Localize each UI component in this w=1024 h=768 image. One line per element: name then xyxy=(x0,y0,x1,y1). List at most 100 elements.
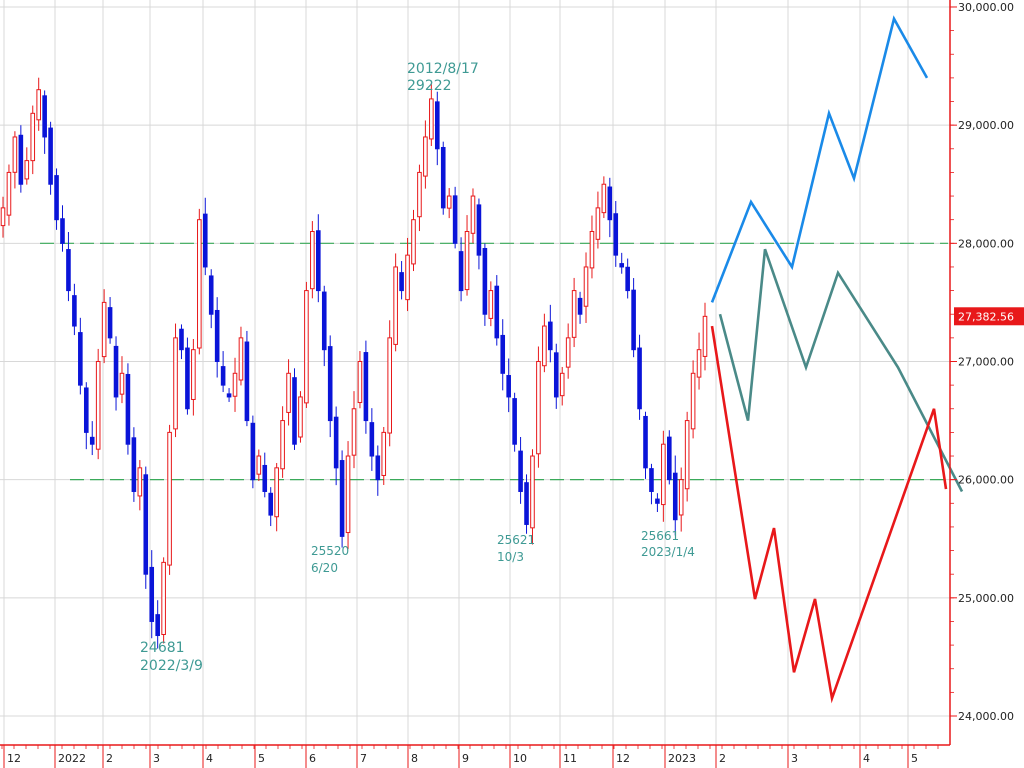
candle-body xyxy=(476,204,482,256)
candle-body xyxy=(357,360,363,404)
candle-body xyxy=(280,420,285,470)
candle-body xyxy=(107,307,113,339)
candle-body xyxy=(42,95,47,138)
y-tick-label: 25,000.00 xyxy=(958,592,1014,605)
candle-body xyxy=(155,614,160,637)
scenario-bull-line xyxy=(710,15,929,303)
candle-body xyxy=(542,325,547,367)
x-tick-label: 2023 xyxy=(668,752,696,765)
candle-body xyxy=(72,295,77,327)
candle-body xyxy=(339,460,345,537)
candle-body xyxy=(214,309,220,362)
x-tick-label: 4 xyxy=(863,752,870,765)
candle-body xyxy=(393,266,398,345)
y-tick-label: 26,000.00 xyxy=(958,474,1014,487)
y-tick-label: 27,000.00 xyxy=(958,355,1014,368)
candle-body xyxy=(101,301,107,358)
candle-body xyxy=(423,136,428,177)
scenario-neutral-line xyxy=(718,248,964,493)
candle-body xyxy=(36,89,41,121)
candle-body xyxy=(518,450,523,492)
candle-body xyxy=(429,98,434,140)
x-tick-label: 3 xyxy=(791,752,798,765)
candle-body xyxy=(411,219,416,265)
candle-body xyxy=(678,479,684,516)
candle-body xyxy=(208,275,214,315)
candle-body xyxy=(506,375,511,398)
candle-body xyxy=(256,455,262,475)
candle-body xyxy=(619,263,625,268)
candle-body xyxy=(0,207,6,227)
x-tick-label: 7 xyxy=(360,752,367,765)
candle-body xyxy=(536,360,541,455)
candle-body xyxy=(595,207,601,240)
candle-body xyxy=(548,321,553,351)
annotation-label: 25621 xyxy=(497,533,535,547)
x-tick-label: 12 xyxy=(7,752,21,765)
candle-body xyxy=(434,101,440,150)
candle-body xyxy=(316,230,321,292)
candle-body xyxy=(672,472,678,521)
candle-body xyxy=(488,290,494,319)
candle-body xyxy=(631,289,636,351)
candle-body xyxy=(292,377,297,445)
candle-body xyxy=(494,285,500,339)
y-tick-label: 24,000.00 xyxy=(958,710,1014,723)
candle-body xyxy=(250,422,256,481)
annotation-label: 2012/8/17 xyxy=(407,61,479,77)
candle-body xyxy=(161,561,166,635)
candle-body xyxy=(6,171,12,216)
current-price-label: 27,382.56 xyxy=(958,310,1014,323)
candle-body xyxy=(649,468,654,492)
candle-body xyxy=(637,347,642,410)
candle-body xyxy=(440,146,446,209)
x-tick-label: 4 xyxy=(206,752,213,765)
candle-body xyxy=(369,422,375,457)
candle-body xyxy=(54,175,59,221)
annotation-label: 6/20 xyxy=(311,561,338,575)
candle-body xyxy=(387,337,392,434)
candle-body xyxy=(655,498,660,504)
x-tick-label: 11 xyxy=(563,752,577,765)
x-tick-label: 10 xyxy=(513,752,527,765)
scenario-bear-line xyxy=(710,325,948,704)
x-tick-label: 2022 xyxy=(58,752,86,765)
x-tick-label: 8 xyxy=(411,752,418,765)
candle-body xyxy=(446,195,452,209)
candle-body xyxy=(298,396,303,438)
candle-body xyxy=(321,291,327,351)
candle-body xyxy=(286,372,291,413)
candle-body xyxy=(83,387,89,433)
candle-body xyxy=(327,346,333,422)
annotation-label: 25520 xyxy=(311,544,349,558)
candle-body xyxy=(643,415,648,469)
candle-body xyxy=(500,334,506,374)
scenario-lines xyxy=(710,15,964,704)
candle-body xyxy=(583,266,589,307)
candle-body xyxy=(381,431,387,476)
candle-body xyxy=(60,218,65,244)
candle-body xyxy=(137,467,143,497)
x-tick-label: 6 xyxy=(309,752,316,765)
candle-body xyxy=(565,337,571,368)
x-tick-label: 2 xyxy=(719,752,726,765)
candle-body xyxy=(238,337,244,381)
candle-body xyxy=(149,566,155,622)
annotation-label: 29222 xyxy=(407,78,452,94)
candle-body xyxy=(48,127,53,185)
candle-body xyxy=(244,341,250,422)
current-price-box: 27,382.56 xyxy=(954,307,1024,326)
candle-body xyxy=(143,474,149,575)
candle-body xyxy=(179,328,184,351)
y-tick-label: 28,000.00 xyxy=(958,237,1014,250)
candle-body xyxy=(95,360,101,450)
candle-body xyxy=(470,195,476,234)
candle-body xyxy=(417,171,422,218)
candles xyxy=(0,77,708,649)
candle-body xyxy=(268,492,274,516)
x-tick-label: 12 xyxy=(616,752,630,765)
candle-body xyxy=(452,195,458,244)
candle-body xyxy=(119,372,125,395)
annotation-label: 10/3 xyxy=(497,550,524,564)
